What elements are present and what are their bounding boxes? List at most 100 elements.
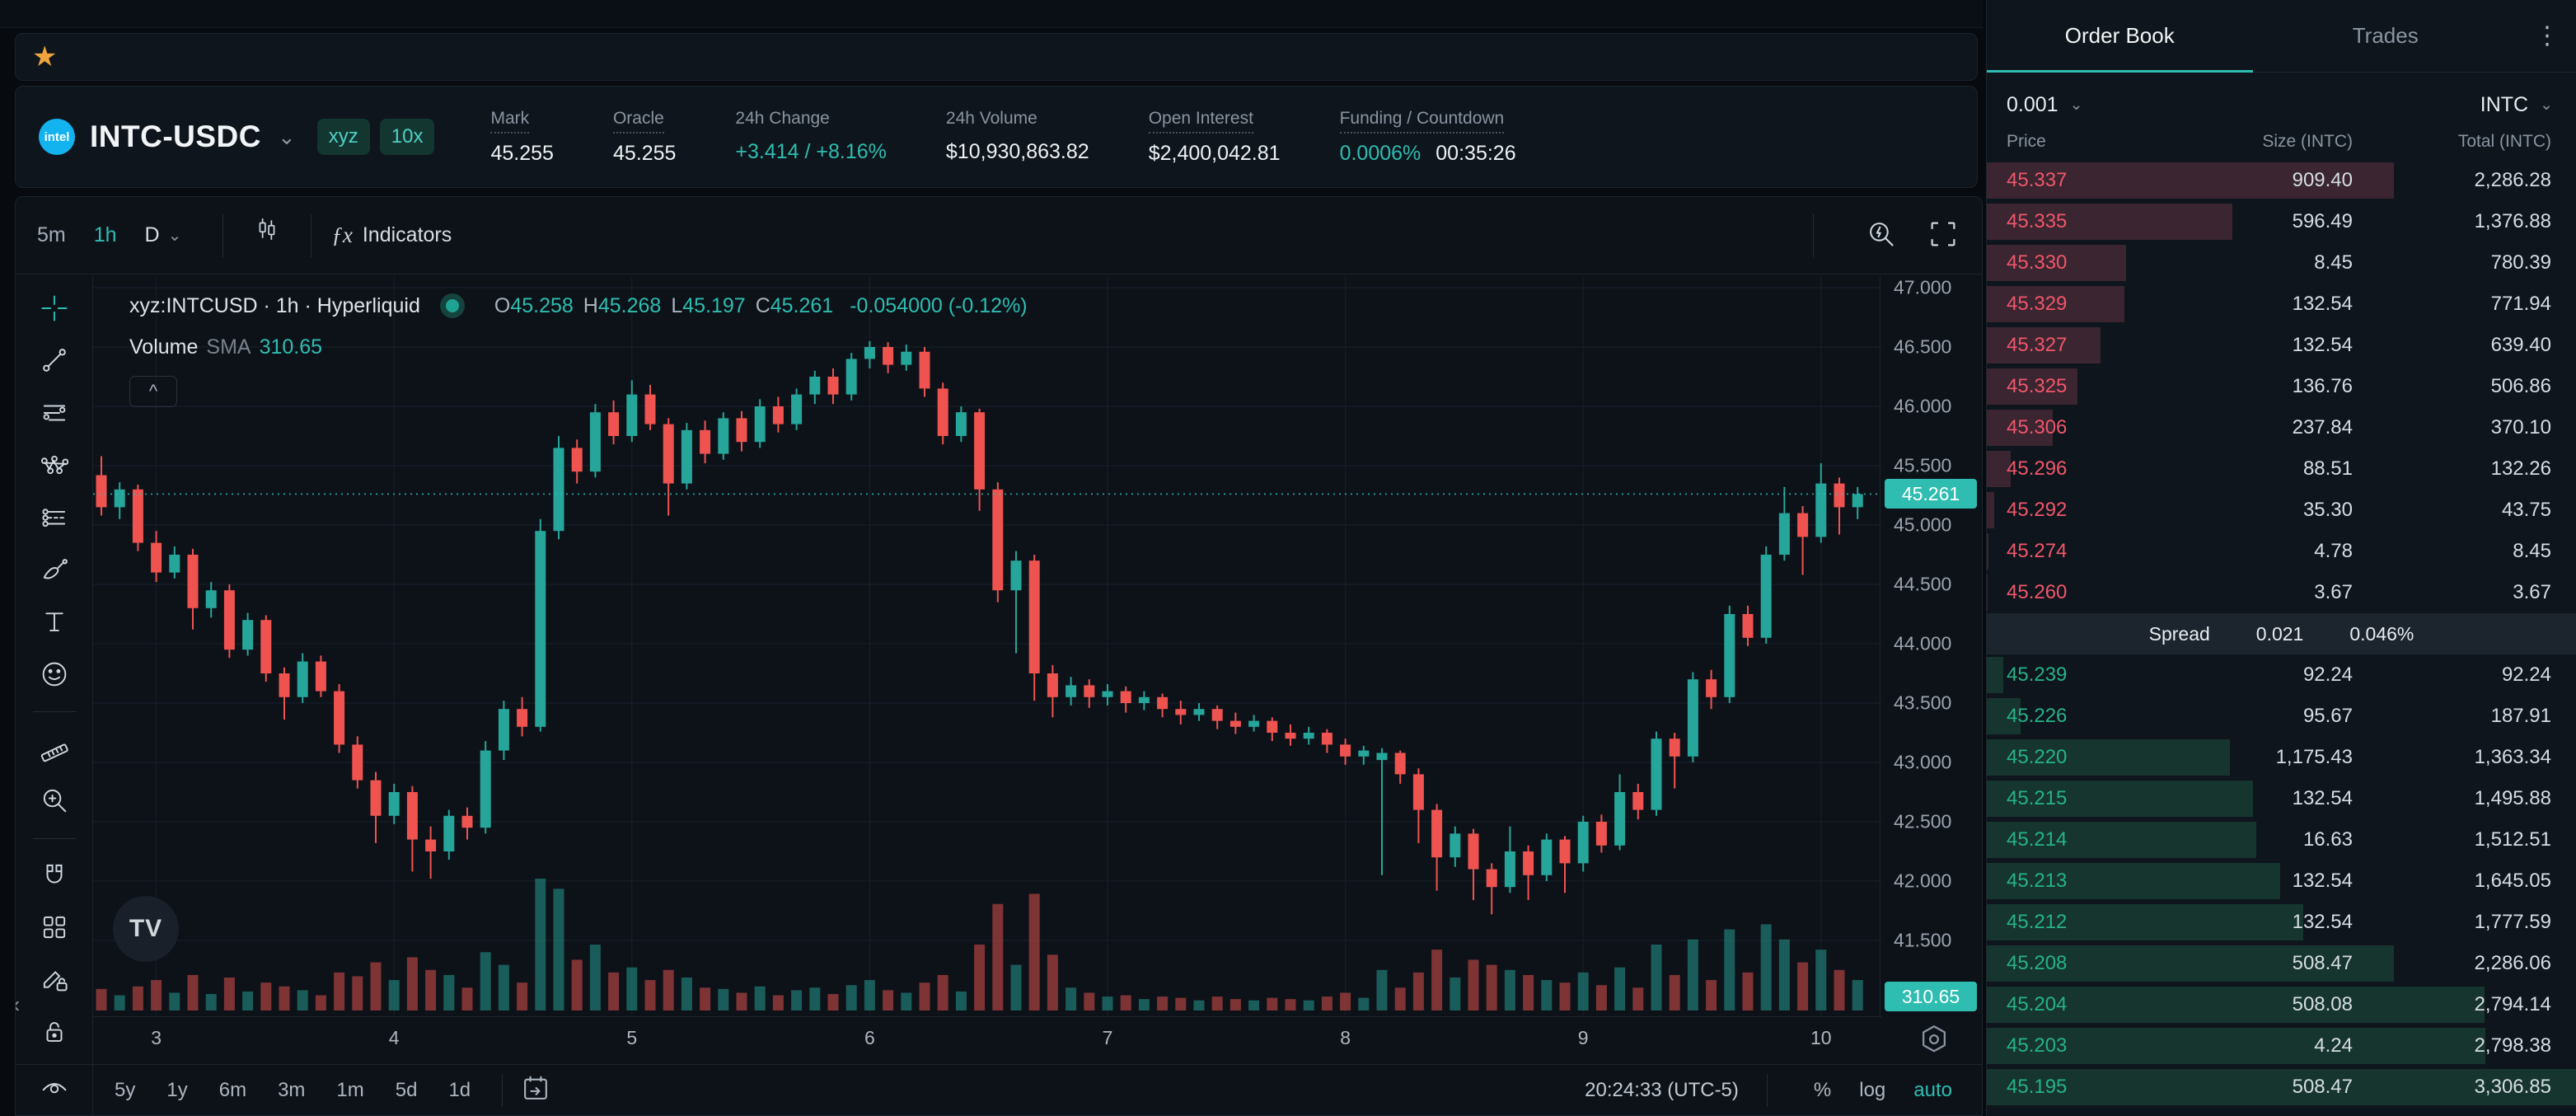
asset-unit-select[interactable]: INTC ⌄ [2480, 92, 2553, 116]
range-button-3m[interactable]: 3m [278, 1078, 306, 1101]
ask-row[interactable]: 45.330 8.45 780.39 [1987, 242, 2576, 284]
bid-row[interactable]: 45.203 4.24 2,798.38 [1987, 1025, 2576, 1067]
rail-collapse-icon[interactable]: ‹ [16, 992, 20, 1018]
forecast-tool-icon[interactable] [30, 498, 78, 537]
range-button-1m[interactable]: 1m [336, 1078, 364, 1101]
symbol-chevron-down-icon[interactable]: ⌄ [277, 124, 296, 149]
percent-scale-button[interactable]: % [1813, 1078, 1832, 1101]
quick-search-icon[interactable] [1866, 219, 1896, 253]
stat-value: $10,930,863.82 [945, 139, 1089, 163]
go-to-date-icon[interactable] [521, 1073, 550, 1107]
bid-row[interactable]: 45.214 16.63 1,512.51 [1987, 819, 2576, 860]
bid-row[interactable]: 45.208 508.47 2,286.06 [1987, 943, 2576, 984]
ask-row[interactable]: 45.296 88.51 132.26 [1987, 448, 2576, 490]
y-axis-label: 43.500 [1894, 692, 1952, 714]
chart-style-candles-button[interactable] [243, 205, 291, 253]
fullscreen-icon[interactable] [1929, 220, 1957, 252]
ask-row[interactable]: 45.260 3.67 3.67 [1987, 574, 2551, 611]
time-axis[interactable]: 3 4 5 6 7 8 9 10 [93, 1016, 1881, 1066]
bid-row[interactable]: 45.204 508.08 2,794.14 [1987, 984, 2576, 1025]
range-button-1y[interactable]: 1y [166, 1078, 188, 1101]
x-axis-label: 3 [151, 1027, 162, 1048]
tick-size-select[interactable]: 0.001 ⌄ [2007, 92, 2083, 116]
trend-line-icon[interactable] [30, 340, 78, 379]
ruler-icon[interactable] [30, 729, 78, 767]
bid-row[interactable]: 45.226 95.67 187.91 [1987, 696, 2576, 737]
ask-row[interactable]: 45.327 132.54 639.40 [1987, 325, 2576, 366]
volume-label[interactable]: Volume [129, 335, 199, 359]
ohlc-key: O [494, 293, 511, 317]
horizontal-lines-icon[interactable] [30, 393, 78, 432]
crosshair-icon[interactable] [30, 288, 78, 327]
xabcd-pattern-icon[interactable] [30, 445, 78, 484]
range-button-1d[interactable]: 1d [448, 1078, 471, 1101]
rail-divider [32, 711, 76, 713]
series-status-dot-icon[interactable] [439, 293, 465, 318]
ask-row[interactable]: 45.325 136.76 506.86 [1987, 366, 2576, 407]
legend-symbol[interactable]: xyz:INTCUSD · 1h · Hyperliquid [129, 293, 420, 317]
chart-toolbar: 5m 1h D ⌄ ƒx Indicators [16, 197, 1982, 274]
order-book-menu-icon[interactable]: ⋮ [2535, 22, 2560, 49]
favorite-star-icon[interactable]: ★ [32, 41, 58, 73]
symbol-badge-10x[interactable]: 10x [379, 119, 435, 155]
magnet-icon[interactable] [30, 856, 78, 894]
interval-button-5m[interactable]: 5m [37, 223, 66, 246]
range-button-5d[interactable]: 5d [395, 1078, 418, 1101]
ohlc-value: 45.261 [770, 293, 834, 317]
lock-drawings-icon[interactable] [30, 1012, 78, 1051]
interval-button-1h[interactable]: 1h [93, 223, 117, 246]
auto-scale-button[interactable]: auto [1913, 1078, 1952, 1101]
ask-row[interactable]: 45.329 132.54 771.94 [1987, 284, 2576, 325]
log-scale-button[interactable]: log [1859, 1078, 1886, 1101]
axis-settings-gear-icon[interactable] [1918, 1023, 1951, 1060]
ask-row[interactable]: 45.292 35.30 43.75 [1987, 490, 2576, 531]
ask-row[interactable]: 45.337 909.40 2,286.28 [1987, 160, 2576, 201]
chevron-down-icon: ⌄ [2069, 96, 2083, 114]
symbol-name[interactable]: INTC-USDC [90, 120, 261, 153]
bid-row[interactable]: 45.215 132.54 1,495.88 [1987, 778, 2576, 819]
bid-row[interactable]: 45.220 1,175.43 1,363.34 [1987, 737, 2576, 778]
interval-button-D[interactable]: D [144, 223, 160, 246]
ohlc-key: L [671, 293, 683, 317]
depth-bar [1987, 533, 1988, 570]
emoji-tool-icon[interactable] [30, 654, 78, 693]
interval-chevron-down-icon[interactable]: ⌄ [167, 227, 182, 245]
stat-label: Open Interest [1148, 109, 1253, 134]
bid-row[interactable]: 45.213 132.54 1,645.05 [1987, 860, 2576, 902]
stat-label: 24h Volume [945, 108, 1037, 128]
tab-order-book[interactable]: Order Book [1987, 0, 2253, 73]
range-button-5y[interactable]: 5y [115, 1078, 136, 1101]
symbol-badges: xyz 10x [316, 119, 445, 155]
y-axis-label: 42.500 [1894, 810, 1952, 832]
drawing-mode-lock-icon[interactable] [30, 960, 78, 999]
depth-bar [1987, 162, 2395, 199]
price-chart[interactable]: xyz:INTCUSD · 1h · Hyperliquid O 45.258 H 4… [93, 277, 1881, 1016]
text-tool-icon[interactable] [30, 603, 78, 641]
bid-row[interactable]: 45.239 92.24 92.24 [1987, 654, 2576, 696]
stat-24h-change: 24h Change +3.414 / +8.16% [735, 109, 886, 166]
ohlc-value: 45.268 [597, 293, 662, 317]
stat-mark: Mark 45.255 [490, 109, 554, 166]
y-axis-label: 44.000 [1894, 632, 1952, 654]
legend-collapse-button[interactable]: ^ [129, 376, 177, 407]
tab-trades[interactable]: Trades [2352, 23, 2419, 48]
brush-icon[interactable] [30, 550, 78, 588]
ask-row[interactable]: 45.306 237.84 370.10 [1987, 407, 2576, 448]
bid-row[interactable]: 45.212 132.54 1,777.59 [1987, 902, 2576, 943]
symbol-badge-xyz[interactable]: xyz [316, 119, 370, 155]
price-axis[interactable]: 47.000 46.500 46.000 45.500 45.000 44.500 44.0… [1880, 277, 1982, 1016]
ask-row[interactable]: 45.335 596.49 1,376.88 [1987, 201, 2576, 242]
range-button-6m[interactable]: 6m [218, 1078, 247, 1101]
order-book-controls: 0.001 ⌄ INTC ⌄ [1987, 77, 2576, 132]
bid-row[interactable]: 45.195 508.47 3,306.85 [1987, 1067, 2576, 1108]
zoom-in-icon[interactable] [30, 781, 78, 820]
hide-drawings-icon[interactable] [30, 1065, 78, 1104]
depth-bar [1987, 574, 1988, 611]
object-tree-icon[interactable] [30, 907, 78, 946]
ask-row[interactable]: 45.274 4.78 8.45 [1987, 531, 2576, 572]
indicators-button[interactable]: ƒx Indicators [331, 223, 452, 247]
x-axis-label: 9 [1577, 1027, 1589, 1048]
clock-timezone[interactable]: 20:24:33 (UTC-5) [1585, 1078, 1739, 1101]
tradingview-logo[interactable]: TV [113, 896, 179, 962]
favorites-bar: ★ [15, 33, 1978, 81]
